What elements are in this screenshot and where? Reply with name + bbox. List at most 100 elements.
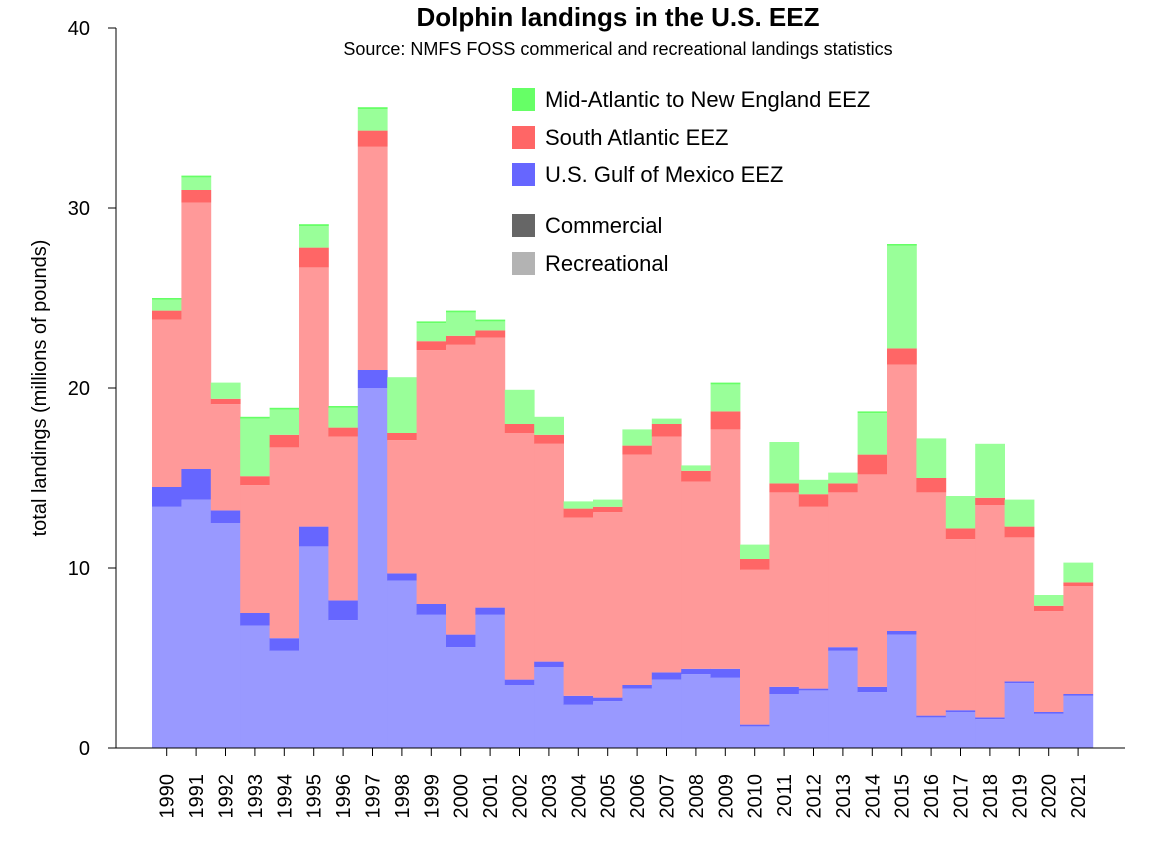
x-tick-label-1992: 1992 xyxy=(216,774,238,819)
bar-segment-2003-0 xyxy=(534,667,564,748)
bar-segment-1999-1 xyxy=(416,604,447,615)
bar-segment-2004-4 xyxy=(563,501,594,509)
bar-segment-2020-0 xyxy=(1034,713,1064,748)
bar-segment-1992-4 xyxy=(210,382,241,399)
x-tick-label-2006: 2006 xyxy=(627,774,649,819)
bar-segment-2010-4 xyxy=(740,544,770,559)
legend-label-1: South Atlantic EEZ xyxy=(545,125,728,150)
bar-segment-2000-3 xyxy=(446,335,476,345)
y-tick-label-10: 10 xyxy=(68,558,90,580)
bar-segment-2014-4 xyxy=(857,413,888,455)
bar-segment-2013-4 xyxy=(828,472,858,484)
bar-segment-1999-0 xyxy=(416,614,447,748)
bar-segment-1998-1 xyxy=(387,573,417,581)
bar-segment-2011-3 xyxy=(769,483,800,493)
bar-segment-1991-4 xyxy=(181,177,212,190)
legend-label-2: U.S. Gulf of Mexico EEZ xyxy=(545,162,783,187)
legend-swatch-3 xyxy=(512,214,535,237)
x-tick-label-2018: 2018 xyxy=(980,774,1002,819)
bar-segment-2017-0 xyxy=(945,712,976,748)
x-tick-label-1993: 1993 xyxy=(245,774,267,819)
bar-segment-1994-2 xyxy=(269,447,300,639)
bar-segment-2021-4 xyxy=(1063,562,1094,583)
bar-segment-2003-4 xyxy=(534,416,564,435)
bar-segment-2010-3 xyxy=(740,559,770,570)
bar-segment-1997-4 xyxy=(357,109,388,131)
bar-segment-2000-5 xyxy=(446,310,476,313)
x-tick-label-2017: 2017 xyxy=(951,774,973,819)
x-tick-label-2008: 2008 xyxy=(686,774,708,819)
x-tick-label-2013: 2013 xyxy=(833,774,855,819)
bar-segment-2009-4 xyxy=(710,384,741,412)
y-tick-label-40: 40 xyxy=(68,18,90,40)
bar-segment-2011-0 xyxy=(769,694,800,748)
bar-segment-2008-4 xyxy=(681,465,711,471)
bar-segment-1990-1 xyxy=(152,487,182,507)
x-tick-label-2002: 2002 xyxy=(510,774,532,819)
bar-segment-2014-2 xyxy=(857,474,888,687)
bar-segment-2017-4 xyxy=(945,496,976,529)
bar-segment-1995-3 xyxy=(299,247,329,268)
bar-segment-1996-0 xyxy=(328,620,359,748)
bar-segment-2012-0 xyxy=(798,690,829,748)
bar-segment-1997-0 xyxy=(357,388,388,748)
bar-segment-1998-2 xyxy=(387,440,417,574)
bar-segment-1994-1 xyxy=(269,638,300,651)
bar-segment-2006-0 xyxy=(622,688,653,748)
bar-segment-2021-2 xyxy=(1063,586,1094,694)
x-tick-label-2011: 2011 xyxy=(774,774,796,817)
bar-segment-2015-5 xyxy=(887,244,917,246)
legend-label-3: Commercial xyxy=(545,213,662,238)
bar-segment-1993-4 xyxy=(240,418,270,477)
bar-segment-2017-1 xyxy=(945,710,976,712)
bar-segment-1991-5 xyxy=(181,175,212,178)
x-tick-label-1996: 1996 xyxy=(333,774,355,819)
bar-segment-1991-3 xyxy=(181,190,212,203)
bar-segment-2009-2 xyxy=(710,429,741,669)
bar-segment-2002-4 xyxy=(504,389,535,424)
bar-segment-1991-1 xyxy=(181,469,212,500)
bar-segment-2019-1 xyxy=(1004,681,1035,684)
bar-segment-2019-3 xyxy=(1004,526,1035,538)
bar-segment-2002-3 xyxy=(504,424,535,433)
axes-layer: 0 10 20 30 40 1990 1991 1992 1993 1994 1995 1996 199… xyxy=(68,18,1125,819)
bar-segment-1994-4 xyxy=(269,409,300,435)
bar-segment-2017-3 xyxy=(945,528,976,540)
x-tick-label-2021: 2021 xyxy=(1068,774,1090,819)
bar-segment-2014-0 xyxy=(857,692,888,748)
bar-segment-2004-3 xyxy=(563,508,594,518)
bar-segment-2003-3 xyxy=(534,434,564,444)
bar-segment-2018-2 xyxy=(975,505,1005,718)
bar-segment-2004-0 xyxy=(563,704,594,748)
bar-segment-1996-5 xyxy=(328,406,359,408)
bar-segment-1995-5 xyxy=(299,224,329,226)
bar-segment-2001-0 xyxy=(475,614,506,748)
bar-segment-2005-1 xyxy=(593,697,623,702)
x-tick-label-2001: 2001 xyxy=(480,774,502,819)
bar-segment-2010-1 xyxy=(740,724,770,727)
bar-segment-1993-0 xyxy=(240,625,270,748)
bar-segment-2012-2 xyxy=(798,506,829,689)
bar-segment-2013-0 xyxy=(828,650,858,748)
bar-segment-1994-0 xyxy=(269,650,300,748)
bar-segment-2009-1 xyxy=(710,668,741,678)
x-tick-label-2014: 2014 xyxy=(862,774,884,819)
bar-segment-2006-4 xyxy=(622,429,653,446)
bar-segment-2015-0 xyxy=(887,634,917,748)
bar-segment-2000-2 xyxy=(446,344,476,635)
legend-swatch-4 xyxy=(512,252,535,275)
x-tick-label-2012: 2012 xyxy=(804,774,826,819)
bar-segment-2009-3 xyxy=(710,411,741,430)
x-tick-label-1999: 1999 xyxy=(421,774,443,819)
bar-segment-1999-5 xyxy=(416,321,447,324)
bar-segment-2002-0 xyxy=(504,685,535,748)
bar-segment-1995-0 xyxy=(299,546,329,748)
y-tick-label-20: 20 xyxy=(68,378,90,400)
bar-segment-2005-2 xyxy=(593,512,623,698)
bar-segment-2020-4 xyxy=(1034,595,1064,606)
bar-segment-2002-1 xyxy=(504,679,535,685)
bar-segment-1995-4 xyxy=(299,226,329,248)
bar-segment-1993-2 xyxy=(240,485,270,613)
legend: Mid-Atlantic to New England EEZ South Atl… xyxy=(512,87,870,276)
bar-segment-1991-0 xyxy=(181,499,212,748)
